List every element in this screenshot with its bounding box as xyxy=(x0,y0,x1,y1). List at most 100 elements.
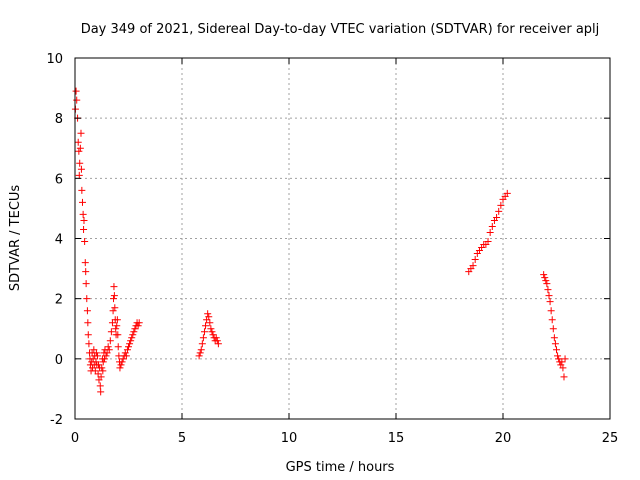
data-point xyxy=(206,319,214,327)
data-point xyxy=(116,364,124,372)
y-tick-label: 4 xyxy=(55,233,63,248)
x-tick-label: 0 xyxy=(71,431,79,446)
data-point xyxy=(196,349,204,357)
data-point xyxy=(85,340,93,348)
x-tick-label: 25 xyxy=(602,431,619,446)
data-point xyxy=(205,313,213,321)
y-axis-ticks: -2 0 2 4 6 8 10 xyxy=(46,52,610,428)
data-point xyxy=(105,346,113,354)
data-point xyxy=(83,307,91,315)
data-point xyxy=(135,319,143,327)
data-point xyxy=(80,225,88,233)
data-point xyxy=(77,129,85,137)
data-point xyxy=(214,340,222,348)
data-points xyxy=(71,87,569,396)
y-tick-label: 2 xyxy=(55,293,63,308)
data-point xyxy=(130,328,138,336)
data-point xyxy=(129,331,137,339)
data-point xyxy=(488,222,496,230)
data-point xyxy=(110,292,118,300)
data-point xyxy=(109,307,117,315)
data-point xyxy=(469,262,477,270)
data-point xyxy=(126,340,134,348)
data-point xyxy=(553,346,560,354)
data-point xyxy=(134,322,142,330)
x-tick-label: 15 xyxy=(388,431,405,446)
data-point xyxy=(127,337,135,345)
data-point xyxy=(493,213,501,221)
data-point xyxy=(122,352,130,360)
data-point xyxy=(99,358,107,366)
data-point xyxy=(551,340,559,348)
data-point xyxy=(497,201,505,209)
data-point xyxy=(110,283,118,291)
data-point xyxy=(75,147,83,155)
x-tick-label: 10 xyxy=(281,431,298,446)
data-point xyxy=(113,316,121,324)
data-point xyxy=(107,328,115,336)
data-point xyxy=(113,322,121,330)
y-tick-label: -2 xyxy=(50,413,63,428)
data-point xyxy=(77,165,85,173)
data-point xyxy=(114,343,122,351)
data-point xyxy=(83,295,91,303)
data-point xyxy=(544,286,552,294)
data-point xyxy=(195,352,203,360)
data-point xyxy=(74,138,82,146)
data-point xyxy=(81,238,89,246)
data-point xyxy=(97,373,105,381)
data-point xyxy=(200,328,208,336)
data-point xyxy=(118,358,126,366)
data-point xyxy=(75,171,83,179)
data-point xyxy=(112,325,120,333)
data-point xyxy=(204,310,212,318)
data-point xyxy=(73,96,81,104)
data-point xyxy=(545,292,553,300)
data-point xyxy=(549,325,557,333)
data-point xyxy=(76,159,84,167)
data-point xyxy=(82,280,90,288)
data-point xyxy=(80,216,88,224)
data-point xyxy=(82,268,90,276)
x-tick-label: 20 xyxy=(495,431,512,446)
data-point xyxy=(213,337,221,345)
data-point xyxy=(99,367,107,375)
data-point xyxy=(104,343,112,351)
data-point xyxy=(114,331,122,339)
data-point xyxy=(495,207,503,215)
data-point xyxy=(558,358,566,366)
data-point xyxy=(78,198,86,206)
data-point xyxy=(471,256,479,264)
data-point xyxy=(76,144,84,152)
x-tick-label: 5 xyxy=(178,431,186,446)
data-point xyxy=(561,355,569,363)
data-point xyxy=(484,238,492,246)
data-point xyxy=(106,337,114,345)
data-point xyxy=(98,364,106,372)
data-point xyxy=(117,361,125,369)
data-point xyxy=(199,334,207,342)
data-point xyxy=(555,355,563,363)
data-point xyxy=(542,277,550,285)
data-point xyxy=(559,364,567,372)
data-point xyxy=(84,319,92,327)
data-point xyxy=(560,373,568,381)
y-axis-label: SDTVAR / TECUs xyxy=(8,185,23,292)
data-point xyxy=(486,228,494,236)
data-point xyxy=(102,352,110,360)
data-point xyxy=(550,334,558,342)
data-point xyxy=(79,210,87,218)
data-point xyxy=(96,382,104,390)
data-point xyxy=(95,361,103,369)
data-point xyxy=(540,271,548,279)
data-point xyxy=(72,87,80,95)
data-point xyxy=(123,346,131,354)
data-point xyxy=(94,370,102,378)
data-point xyxy=(78,186,86,194)
y-tick-label: 0 xyxy=(55,353,63,368)
grid-lines xyxy=(75,58,610,419)
data-point xyxy=(131,325,139,333)
data-point xyxy=(101,355,109,363)
data-point xyxy=(93,352,101,360)
